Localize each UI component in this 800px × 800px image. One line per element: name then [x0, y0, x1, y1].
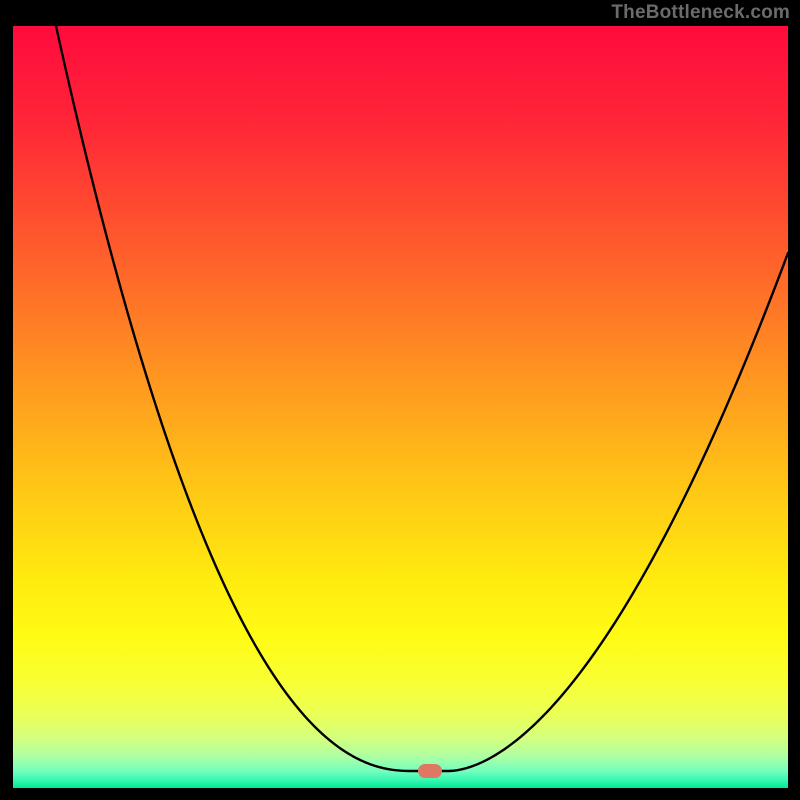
plot-area — [13, 26, 788, 788]
chart-container: TheBottleneck.com — [0, 0, 800, 800]
attribution-text: TheBottleneck.com — [611, 2, 790, 24]
bottleneck-curve — [13, 26, 788, 788]
optimal-marker — [418, 764, 442, 778]
gradient-background — [13, 26, 788, 788]
